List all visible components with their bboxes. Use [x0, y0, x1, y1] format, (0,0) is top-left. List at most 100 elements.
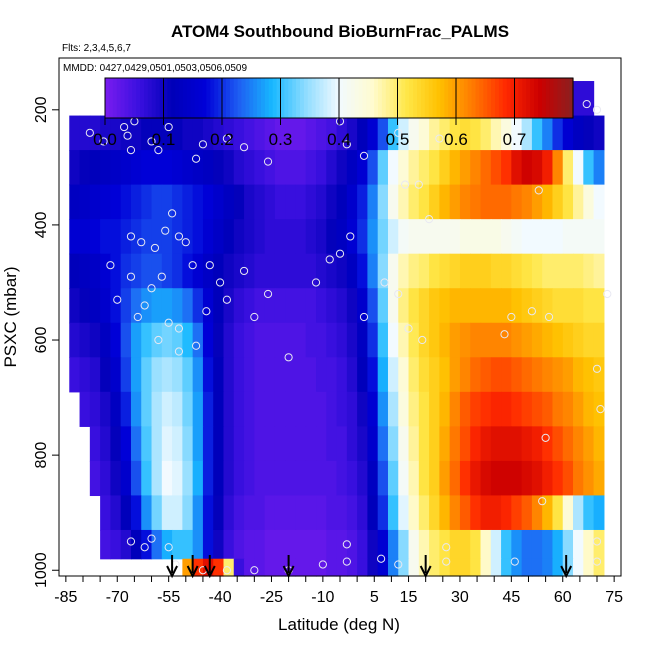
heatmap-cell: [100, 495, 111, 531]
heatmap-cell: [151, 253, 163, 289]
observation-point: [442, 557, 451, 566]
heatmap-cell: [274, 253, 286, 289]
heatmap-cell: [377, 288, 389, 324]
observation-point: [126, 272, 136, 281]
heatmap-cell: [367, 529, 379, 560]
heatmap-cell: [223, 288, 235, 324]
heatmap-cell: [439, 288, 451, 324]
heatmap-cell: [367, 322, 379, 358]
heatmap-cell: [336, 150, 348, 186]
heatmap-cell: [233, 150, 245, 186]
heatmap-cell: [336, 115, 348, 151]
heatmap-cell: [439, 219, 451, 255]
heatmap-cell: [182, 357, 194, 393]
heatmap-cell: [69, 184, 81, 220]
observation-point: [147, 137, 156, 146]
heatmap-cell: [336, 184, 348, 220]
heatmap-cell: [274, 219, 286, 255]
heatmap-cell: [562, 391, 574, 427]
heatmap-cell: [213, 529, 225, 560]
heatmap-cell: [100, 460, 111, 497]
heatmap-cell: [264, 495, 276, 531]
heatmap-cell: [305, 529, 317, 560]
heatmap-cell: [408, 219, 420, 255]
heatmap-cell: [357, 460, 369, 497]
heatmap-cell: [202, 184, 214, 220]
heatmap-cell: [285, 529, 297, 560]
heatmap-cell: [295, 288, 307, 324]
heatmap-cell: [151, 150, 163, 186]
heatmap-cell: [387, 426, 399, 462]
heatmap-cell: [295, 184, 307, 220]
x-tick-label: 60: [554, 589, 572, 606]
observation-point: [544, 312, 554, 322]
heatmap-cell: [336, 288, 348, 324]
heatmap-cell: [511, 357, 523, 393]
observation-point: [359, 151, 369, 160]
observation-point: [442, 543, 451, 552]
heatmap-cell: [562, 219, 574, 255]
heatmap-cell: [573, 115, 584, 151]
observation-point: [318, 560, 327, 569]
heatmap-cell: [161, 288, 173, 324]
heatmap-cell: [583, 558, 595, 577]
heatmap-cell: [336, 460, 348, 497]
heatmap-cell: [305, 115, 317, 151]
heatmap-cell: [182, 460, 194, 497]
heatmap-cell: [346, 253, 358, 289]
heatmap-cell: [130, 495, 142, 531]
observation-point: [380, 278, 389, 287]
observation-point: [202, 307, 211, 316]
heatmap-cell: [295, 426, 307, 462]
observation-point: [592, 364, 602, 373]
heatmap-cell: [418, 184, 430, 220]
heatmap-cell: [449, 184, 461, 220]
observation-point: [342, 140, 351, 149]
heatmap-cell: [264, 115, 276, 151]
heatmap-cell: [562, 115, 574, 151]
observation-point: [123, 131, 132, 140]
heatmap-cell: [110, 495, 122, 531]
heatmap-cell: [172, 495, 183, 531]
colorbar-tick-label: 0.3: [269, 130, 293, 149]
heatmap-cell: [357, 495, 369, 531]
heatmap-cell: [470, 184, 482, 220]
heatmap-cell: [336, 219, 348, 255]
y-tick-label: 400: [33, 211, 50, 238]
heatmap-cell: [408, 322, 420, 358]
heatmap-cell: [531, 460, 543, 497]
observation-point: [140, 543, 149, 552]
heatmap-cell: [233, 115, 245, 151]
heatmap-cell: [511, 115, 523, 151]
heatmap-cell: [408, 391, 420, 427]
heatmap-cell: [470, 288, 482, 324]
heatmap-cell: [141, 495, 153, 531]
heatmap-cell: [141, 288, 153, 324]
heatmap-cell: [562, 322, 574, 358]
colorbar-tick-label: 0.0: [93, 130, 117, 149]
heatmap-cell: [223, 184, 235, 220]
observation-point: [359, 312, 369, 322]
x-tick-label: -70: [106, 589, 129, 606]
y-axis-label: PSXC (mbar): [1, 266, 20, 367]
heatmap-cell: [552, 253, 564, 289]
heatmap-cell: [367, 391, 379, 427]
heatmap-cell: [130, 391, 142, 427]
heatmap-cell: [429, 253, 440, 289]
heatmap-cell: [521, 558, 533, 577]
heatmap-cell: [521, 391, 533, 427]
heatmap-cell: [151, 495, 163, 531]
heatmap-cell: [100, 115, 111, 151]
heatmap-cell: [172, 219, 183, 255]
heatmap-cell: [130, 426, 142, 462]
heatmap-cell: [244, 460, 255, 497]
heatmap-cell: [316, 115, 327, 151]
heatmap-cell: [367, 460, 379, 497]
heatmap-cell: [336, 322, 348, 358]
heatmap-cell: [172, 288, 183, 324]
heatmap-cell: [398, 426, 410, 462]
heatmap-cell: [573, 322, 584, 358]
heatmap-cell: [202, 529, 214, 560]
heatmap-cell: [573, 529, 584, 560]
heatmap-cell: [202, 357, 214, 393]
